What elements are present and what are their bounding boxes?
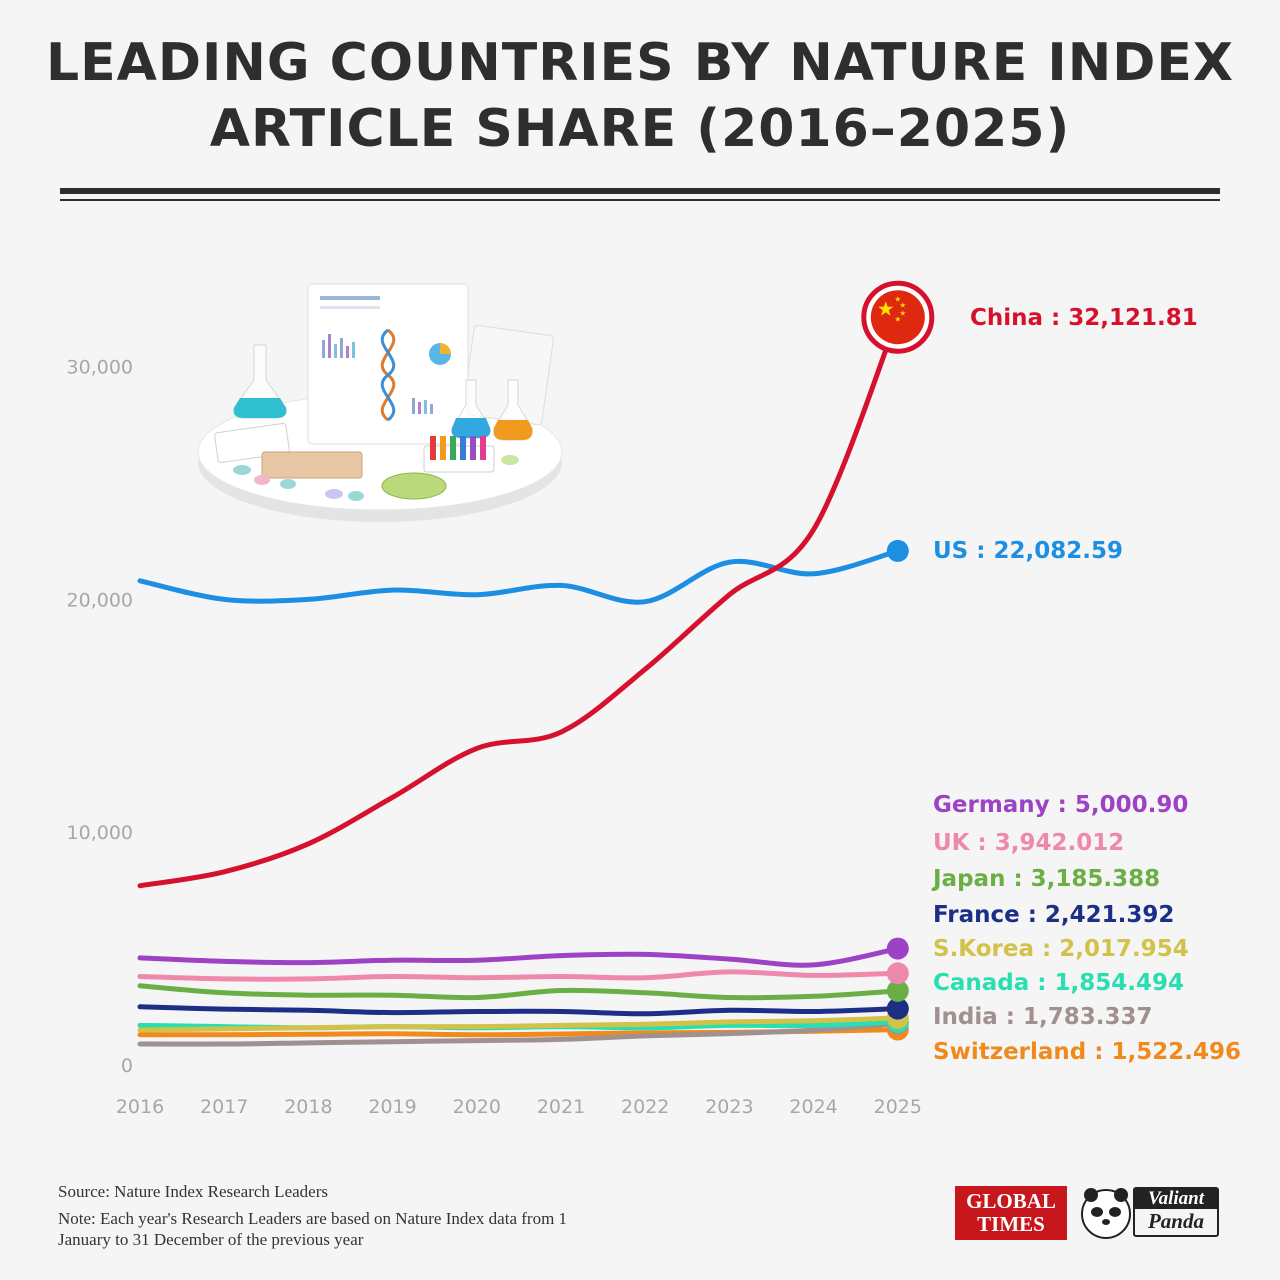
series-line-india bbox=[137, 1021, 901, 1047]
series-label-skorea: S.Korea : 2,017.954 bbox=[933, 936, 1189, 962]
china-flag-icon bbox=[870, 290, 925, 345]
chart-title: LEADING COUNTRIES BY NATURE INDEX ARTICL… bbox=[0, 30, 1280, 162]
x-tick-label: 2021 bbox=[537, 1096, 585, 1118]
global-times-logo: GLOBAL TIMES bbox=[955, 1186, 1067, 1240]
y-tick-label: 20,000 bbox=[67, 589, 133, 611]
valiant-panda-logo-line-2: Panda bbox=[1147, 1209, 1204, 1233]
panda-icon bbox=[1081, 1188, 1131, 1239]
y-axis: 0 10,000 20,000 30,000 bbox=[67, 357, 133, 1077]
end-marker-japan bbox=[886, 979, 909, 1002]
series-label-switzerland: Switzerland : 1,522.496 bbox=[933, 1039, 1241, 1065]
title-rule-thin bbox=[60, 199, 1220, 201]
series-line-skorea bbox=[137, 1015, 901, 1033]
series-line-uk bbox=[137, 969, 901, 982]
valiant-panda-logo-line-1: Valiant bbox=[1135, 1189, 1217, 1209]
source-note: Source: Nature Index Research Leaders bbox=[58, 1182, 328, 1201]
x-tick-label: 2016 bbox=[116, 1096, 164, 1118]
series-line-france bbox=[137, 1004, 901, 1017]
y-tick-label: 30,000 bbox=[67, 357, 133, 379]
x-tick-label: 2023 bbox=[705, 1096, 753, 1118]
series-label-uk: UK : 3,942.012 bbox=[933, 830, 1124, 856]
series-line-china bbox=[137, 314, 901, 889]
series-label-france: France : 2,421.392 bbox=[933, 902, 1174, 928]
x-tick-label: 2024 bbox=[789, 1096, 837, 1118]
series-end-markers bbox=[861, 280, 935, 1041]
title-line-2: ARTICLE SHARE (2016–2025) bbox=[209, 99, 1071, 159]
x-tick-label: 2022 bbox=[621, 1096, 669, 1118]
methodology-note: Note: Each year's Research Leaders are b… bbox=[58, 1209, 568, 1249]
series-label-india: India : 1,783.337 bbox=[933, 1004, 1153, 1030]
y-tick-label: 0 bbox=[121, 1055, 133, 1077]
series-label-japan: Japan : 3,185.388 bbox=[931, 866, 1160, 892]
global-times-logo-line-1: GLOBAL bbox=[966, 1189, 1056, 1213]
title-rule-thick bbox=[60, 188, 1220, 194]
series-label-germany: Germany : 5,000.90 bbox=[933, 792, 1188, 818]
series-label-china: China : 32,121.81 bbox=[970, 305, 1198, 331]
series-lines bbox=[137, 314, 901, 1047]
series-labels: China : 32,121.81 US : 22,082.59 Germany :… bbox=[931, 305, 1241, 1065]
y-tick-label: 10,000 bbox=[67, 822, 133, 844]
x-tick-label: 2025 bbox=[874, 1096, 922, 1118]
x-tick-label: 2019 bbox=[368, 1096, 416, 1118]
end-marker-us bbox=[886, 539, 909, 562]
series-label-canada: Canada : 1,854.494 bbox=[933, 970, 1184, 996]
global-times-logo-line-2: TIMES bbox=[977, 1212, 1045, 1236]
end-marker-germany bbox=[886, 937, 909, 960]
series-line-us bbox=[137, 548, 901, 605]
x-tick-label: 2018 bbox=[284, 1096, 332, 1118]
series-label-us: US : 22,082.59 bbox=[933, 538, 1123, 564]
title-line-1: LEADING COUNTRIES BY NATURE INDEX bbox=[45, 33, 1235, 93]
end-marker-france bbox=[886, 997, 909, 1020]
series-line-japan bbox=[137, 983, 901, 1001]
end-marker-uk bbox=[886, 962, 909, 985]
line-chart: 0 10,000 20,000 30,000 2016 2017 2018 2019 2020… bbox=[67, 280, 1241, 1118]
series-line-germany bbox=[137, 946, 901, 968]
x-tick-label: 2020 bbox=[453, 1096, 501, 1118]
x-tick-label: 2017 bbox=[200, 1096, 248, 1118]
valiant-panda-logo: Valiant Panda bbox=[1133, 1187, 1219, 1237]
x-axis: 2016 2017 2018 2019 2020 2021 2022 2023 2024 2025 bbox=[116, 1096, 922, 1118]
lab-science-illustration bbox=[197, 283, 563, 522]
